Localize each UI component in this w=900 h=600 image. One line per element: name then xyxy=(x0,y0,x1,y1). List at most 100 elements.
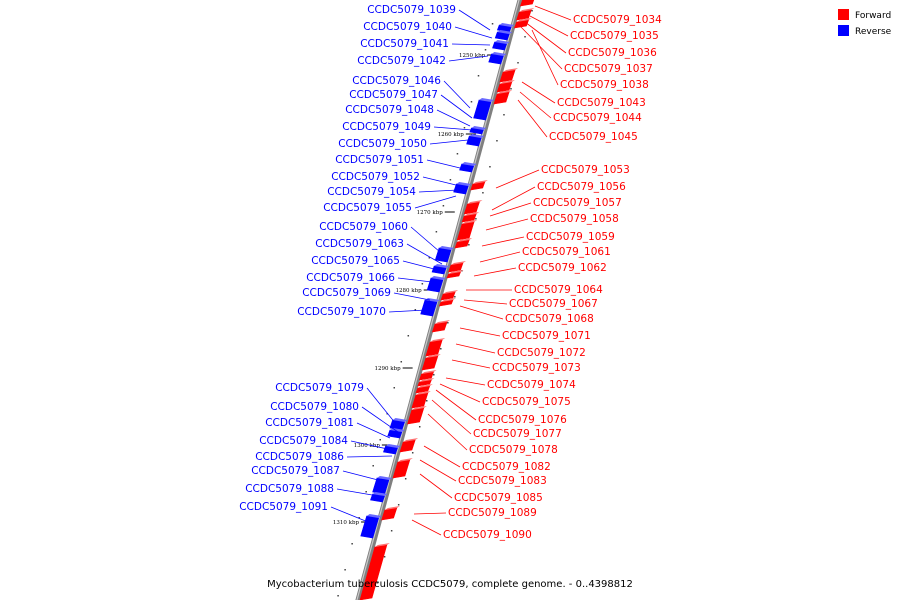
leader-line xyxy=(413,512,447,515)
reverse-gene-label[interactable]: CCDC5079_1084 xyxy=(259,435,348,447)
forward-gene-feature[interactable] xyxy=(454,239,470,249)
reverse-gene-label[interactable]: CCDC5079_1086 xyxy=(255,451,344,463)
reverse-gene-feature-top xyxy=(439,246,455,250)
leader-line xyxy=(479,251,521,263)
reverse-gene-label[interactable]: CCDC5079_1081 xyxy=(265,417,354,429)
forward-gene-label[interactable]: CCDC5079_1037 xyxy=(564,63,653,75)
reverse-gene-label[interactable]: CCDC5079_1047 xyxy=(349,89,438,101)
forward-gene-label[interactable]: CCDC5079_1035 xyxy=(570,30,659,42)
forward-gene-label[interactable]: CCDC5079_1053 xyxy=(541,164,630,176)
reverse-gene-label[interactable]: CCDC5079_1052 xyxy=(331,171,420,183)
reverse-gene-label[interactable]: CCDC5079_1087 xyxy=(251,465,340,477)
forward-gene-label[interactable]: CCDC5079_1089 xyxy=(448,507,537,519)
forward-gene-feature-top xyxy=(384,506,400,510)
reverse-gene-label[interactable]: CCDC5079_1080 xyxy=(270,401,359,413)
reverse-gene-label[interactable]: CCDC5079_1079 xyxy=(275,382,364,394)
kbp-tick-label: 1290 kbp xyxy=(375,366,402,372)
forward-gene-feature[interactable] xyxy=(516,9,532,21)
forward-gene-label[interactable]: CCDC5079_1072 xyxy=(497,347,586,359)
reverse-gene-label[interactable]: CCDC5079_1051 xyxy=(335,154,424,166)
forward-gene-label[interactable]: CCDC5079_1074 xyxy=(487,379,576,391)
forward-gene-feature-top xyxy=(503,68,519,72)
forward-gene-feature-top xyxy=(472,180,488,184)
minor-tick-dot xyxy=(447,322,449,324)
reverse-gene-label[interactable]: CCDC5079_1039 xyxy=(367,4,456,16)
minor-tick-dot xyxy=(400,361,403,363)
forward-gene-feature[interactable] xyxy=(470,181,486,191)
leader-line xyxy=(454,26,493,39)
forward-gene-label[interactable]: CCDC5079_1073 xyxy=(492,362,581,374)
forward-gene-label[interactable]: CCDC5079_1061 xyxy=(522,246,611,258)
forward-gene-feature[interactable] xyxy=(456,221,475,241)
forward-gene-label[interactable]: CCDC5079_1058 xyxy=(530,213,619,225)
forward-gene-label[interactable]: CCDC5079_1090 xyxy=(443,529,532,541)
reverse-gene-feature[interactable] xyxy=(420,299,438,317)
forward-gene-feature-top xyxy=(421,370,437,374)
forward-gene-feature[interactable] xyxy=(461,213,477,223)
forward-gene-feature-top xyxy=(499,80,515,84)
forward-gene-label[interactable]: CCDC5079_1036 xyxy=(568,47,657,59)
forward-gene-label[interactable]: CCDC5079_1075 xyxy=(482,396,571,408)
leader-line xyxy=(445,377,486,386)
reverse-gene-label[interactable]: CCDC5079_1048 xyxy=(345,104,434,116)
minor-tick-dot xyxy=(397,504,400,506)
forward-gene-feature[interactable] xyxy=(519,0,535,7)
leader-line xyxy=(410,226,441,253)
forward-gene-label[interactable]: CCDC5079_1064 xyxy=(514,284,603,296)
forward-gene-label[interactable]: CCDC5079_1057 xyxy=(533,197,622,209)
forward-gene-feature-top xyxy=(457,238,473,242)
kbp-tick-label: 1300 kbp xyxy=(354,443,381,449)
forward-gene-label[interactable]: CCDC5079_1062 xyxy=(518,262,607,274)
reverse-gene-label[interactable]: CCDC5079_1088 xyxy=(245,483,334,495)
reverse-gene-label[interactable]: CCDC5079_1049 xyxy=(342,121,431,133)
forward-gene-label[interactable]: CCDC5079_1068 xyxy=(505,313,594,325)
leader-line xyxy=(529,15,569,37)
forward-gene-label[interactable]: CCDC5079_1034 xyxy=(573,14,662,26)
forward-gene-label[interactable]: CCDC5079_1076 xyxy=(478,414,567,426)
forward-gene-label[interactable]: CCDC5079_1085 xyxy=(454,492,543,504)
forward-gene-feature-top xyxy=(441,298,456,302)
reverse-gene-label[interactable]: CCDC5079_1054 xyxy=(327,186,416,198)
minor-tick-dot xyxy=(470,101,473,103)
forward-gene-feature-top xyxy=(419,378,435,382)
forward-gene-label[interactable]: CCDC5079_1056 xyxy=(537,181,626,193)
forward-gene-feature[interactable] xyxy=(359,544,388,600)
forward-gene-label[interactable]: CCDC5079_1038 xyxy=(560,79,649,91)
reverse-gene-label[interactable]: CCDC5079_1060 xyxy=(319,221,408,233)
reverse-gene-label[interactable]: CCDC5079_1070 xyxy=(297,306,386,318)
reverse-gene-label[interactable]: CCDC5079_1046 xyxy=(352,75,441,87)
reverse-gene-label[interactable]: CCDC5079_1091 xyxy=(239,501,328,513)
forward-gene-label[interactable]: CCDC5079_1078 xyxy=(469,444,558,456)
leader-line xyxy=(419,459,457,482)
reverse-gene-label[interactable]: CCDC5079_1042 xyxy=(357,55,446,67)
forward-gene-label[interactable]: CCDC5079_1045 xyxy=(549,131,638,143)
forward-gene-label[interactable]: CCDC5079_1077 xyxy=(473,428,562,440)
forward-gene-label[interactable]: CCDC5079_1043 xyxy=(557,97,646,109)
forward-gene-label[interactable]: CCDC5079_1059 xyxy=(526,231,615,243)
forward-gene-feature-top xyxy=(448,270,464,274)
reverse-gene-feature[interactable] xyxy=(387,429,403,439)
reverse-gene-label[interactable]: CCDC5079_1040 xyxy=(363,21,452,33)
reverse-gene-label[interactable]: CCDC5079_1050 xyxy=(338,138,427,150)
reverse-gene-label[interactable]: CCDC5079_1069 xyxy=(302,287,391,299)
reverse-gene-label[interactable]: CCDC5079_1055 xyxy=(323,202,412,214)
forward-gene-label[interactable]: CCDC5079_1071 xyxy=(502,330,591,342)
reverse-gene-label[interactable]: CCDC5079_1063 xyxy=(315,238,404,250)
minor-tick-dot xyxy=(421,283,424,285)
reverse-gene-label[interactable]: CCDC5079_1065 xyxy=(311,255,400,267)
forward-gene-feature-top xyxy=(374,543,390,547)
minor-tick-dot xyxy=(428,257,431,259)
reverse-gene-label[interactable]: CCDC5079_1041 xyxy=(360,38,449,50)
forward-gene-label[interactable]: CCDC5079_1083 xyxy=(458,475,547,487)
forward-gene-label[interactable]: CCDC5079_1067 xyxy=(509,298,598,310)
reverse-gene-label[interactable]: CCDC5079_1066 xyxy=(306,272,395,284)
reverse-gene-feature[interactable] xyxy=(431,265,447,275)
forward-gene-label[interactable]: CCDC5079_1044 xyxy=(553,112,642,124)
leader-line xyxy=(361,406,399,433)
reverse-gene-feature[interactable] xyxy=(473,99,492,121)
leader-line xyxy=(473,267,517,277)
gene-labels[interactable]: CCDC5079_1039 CCDC5079_1040 CCDC5079_1041 C… xyxy=(239,4,662,541)
forward-gene-label[interactable]: CCDC5079_1082 xyxy=(462,461,551,473)
forward-gene-feature[interactable] xyxy=(463,201,480,215)
reverse-gene-feature[interactable] xyxy=(370,493,386,503)
